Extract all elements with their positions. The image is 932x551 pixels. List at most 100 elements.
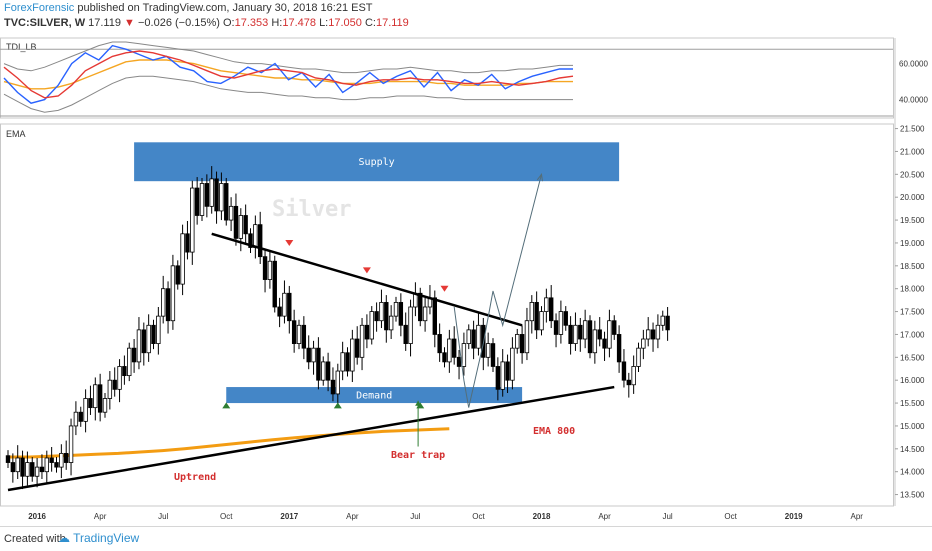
candle-up [340,352,345,372]
time-tick-label: Jul [662,512,672,521]
candle-up [607,320,612,349]
candle-down [578,324,583,340]
candle-down [301,324,307,349]
tdi-mid-line [3,59,573,90]
price-tick-label: 17.000 [900,330,925,339]
candle-down [587,320,593,354]
high-label: H: [271,17,283,29]
open-label: O: [223,17,235,29]
candle-up [311,347,316,363]
candle-up [68,425,74,463]
candle-up [44,457,49,473]
price-tick-label: 18.500 [900,262,925,271]
candle-up [359,324,365,358]
resistance-marker-icon [285,239,294,246]
main-frame [0,123,894,507]
ema-800-line [8,427,450,459]
watermark-text: Silver [272,197,351,222]
candle-up [476,324,481,349]
candle-down [10,462,16,473]
price-tick-label: 17.500 [900,308,925,317]
time-tick-label: 2017 [280,512,298,521]
tdi-fast-line [3,44,573,104]
last-price: 17.119 [88,17,121,29]
candle-down [214,178,219,212]
candle-up [321,361,326,381]
candle-down [616,334,622,363]
projection-path [453,174,542,408]
candle-down [626,379,631,386]
ascending-trendline [7,385,615,492]
candle-down [277,306,282,317]
candle-down [563,311,568,326]
candle-down [39,466,45,473]
candle-down [597,329,602,340]
price-change: −0.026 (−0.15%) [137,17,220,29]
candle-up [209,178,214,207]
candle-down [374,311,379,322]
candle-up [117,366,122,390]
time-tick-label: Oct [472,512,485,521]
candle-up [539,311,544,331]
tdi-slow-line [3,50,574,99]
price-tick-label: 21.500 [900,125,925,134]
tradingview-logo[interactable]: ☁ TradingView [58,531,140,545]
tdi-frame [0,37,894,119]
candle-down [456,356,462,367]
candle-up [219,183,224,212]
candle-down [330,379,336,395]
price-tick-label: 21.000 [900,147,925,156]
candle-up [510,347,515,381]
candle-up [544,297,549,312]
candle-up [393,302,399,317]
author-link[interactable]: ForexForensic [4,2,75,14]
chart-area[interactable]: TDI_LB 60.0000 40.0000 21.500 21.000 20.500 20… [0,0,932,526]
candle-down [97,384,103,413]
candle-up [350,338,355,372]
candle-down [224,183,229,221]
candle-down [621,361,627,381]
candle-down [151,324,156,344]
candle-down [553,320,559,335]
candle-down [306,347,311,363]
candle-up [180,233,185,285]
candle-up [253,224,258,248]
candle-down [418,292,423,322]
candle-down [204,183,210,207]
change-arrow-icon: ▼ [124,17,135,29]
time-tick-label: Oct [220,512,233,521]
price-tick-label: 13.500 [900,491,925,500]
candle-down [30,462,35,477]
candle-up [190,187,195,253]
tdi-tick-label: 40.0000 [899,96,928,105]
candle-up [107,379,113,399]
publish-line: ForexForensic published on TradingView.c… [4,2,373,14]
candle-up [296,324,302,344]
candle-up [282,292,287,317]
candle-up [388,315,394,331]
candle-up [500,361,505,390]
price-tick-label: 19.500 [900,216,925,225]
price-tick-label: 16.500 [900,353,925,362]
candle-down [471,329,476,349]
candle-up [660,315,665,326]
candle-up [558,311,564,335]
candle-up [160,288,166,317]
candle-up [447,338,452,363]
price-tick-label: 20.500 [900,170,925,179]
candle-down [403,324,408,344]
candle-up [73,411,79,427]
candle-down [384,302,389,331]
low-value: 17.050 [328,17,362,29]
demand-zone [226,387,523,404]
time-tick-label: Apr [598,512,611,521]
candle-up [524,320,530,354]
candle-up [379,302,384,322]
close-label: C: [364,17,376,29]
candle-up [422,306,428,322]
time-tick-label: Oct [724,512,737,521]
candle-down [325,361,331,381]
candle-down [175,265,180,285]
symbol-label[interactable]: TVC:SILVER, W [4,17,86,29]
candle-down [54,462,59,468]
